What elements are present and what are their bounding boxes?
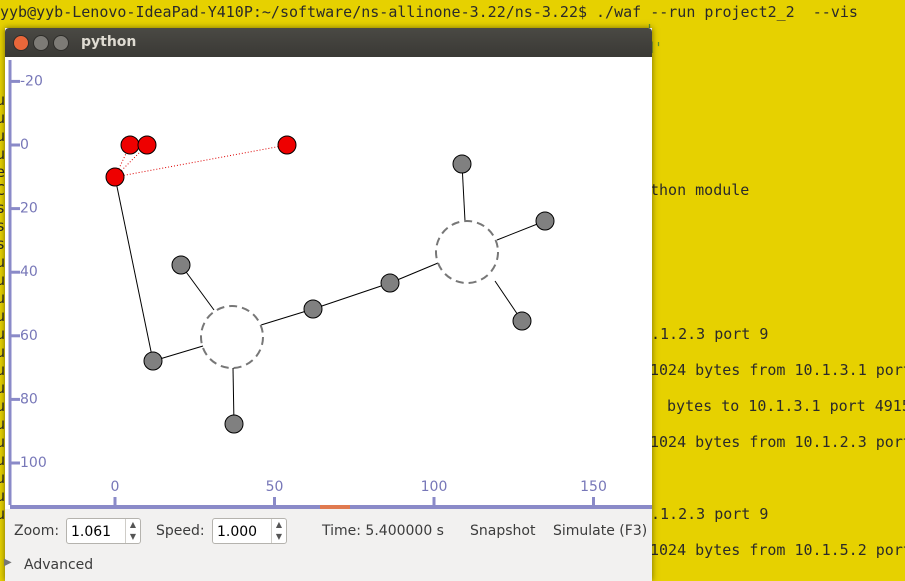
simulate-button[interactable]: Simulate (F3) <box>553 523 648 539</box>
terminal-fragment: u <box>0 433 6 451</box>
advanced-expander[interactable]: Advanced <box>24 557 94 573</box>
terminal-fragment: s <box>0 235 6 253</box>
terminal-command: yyb@yyb-Lenovo-IdeaPad-Y410P:~/software/… <box>0 3 858 21</box>
terminal-fragment: s <box>0 199 6 217</box>
ruler-tick-label: 40 <box>20 264 38 280</box>
ruler-tick-label: 100 <box>421 479 448 495</box>
terminal-fragment: u <box>0 505 6 523</box>
terminal-fragment: 1024 bytes from 10.1.3.1 port <box>650 361 905 379</box>
speed-input[interactable]: 1.000 ▲ ▼ <box>212 518 287 544</box>
title-bar: python <box>5 28 652 57</box>
terminal-fragment: u <box>0 361 6 379</box>
terminal-fragment: s <box>0 217 6 235</box>
terminal-fragment: e <box>0 163 6 181</box>
ruler-tick-label: -20 <box>20 73 43 89</box>
zoom-label: Zoom: <box>14 523 60 539</box>
terminal-fragment: 1024 bytes from 10.1.2.3 port <box>650 433 905 451</box>
zoom-value: 1.061 <box>71 524 112 540</box>
terminal-fragment: u <box>0 109 6 127</box>
links <box>114 144 288 178</box>
terminal-fragment: u <box>0 145 6 163</box>
ruler-tick-label: 80 <box>20 391 38 407</box>
terminal-fragment: C <box>0 181 6 199</box>
terminal-fragment: u <box>0 253 6 271</box>
maximize-button[interactable] <box>53 35 69 51</box>
ruler-tick-label: 100 <box>20 455 47 471</box>
canvas: -20 0 20 40 60 80 100 0 50 100 150 <box>5 57 652 509</box>
terminal-fragment: .1.2.3 port 9 <box>651 325 769 343</box>
spin[interactable]: ▲ ▼ <box>271 519 286 543</box>
spin[interactable]: ▲ ▼ <box>125 519 140 543</box>
terminal-fragment: u <box>0 487 6 505</box>
terminal-fragment: thon module <box>650 181 750 199</box>
terminal-fragment: u <box>0 379 6 397</box>
links <box>114 163 546 425</box>
snapshot-button[interactable]: Snapshot <box>470 523 536 539</box>
nodes-gray <box>143 154 555 434</box>
terminal-fragment: u <box>0 271 6 289</box>
nodes-red <box>105 135 297 187</box>
terminal-fragment: u <box>0 91 6 109</box>
ruler-tick-label: 60 <box>20 328 38 344</box>
expander-arrow[interactable]: ▶ <box>4 557 12 568</box>
terminal-fragment: 1024 bytes from 10.1.5.2 port <box>650 541 905 559</box>
python-window: python <box>4 28 652 581</box>
terminal-fragment: u <box>0 397 6 415</box>
ruler-tick-label: 20 <box>20 201 38 217</box>
window-title: python <box>81 34 137 50</box>
ruler-tick-label: 150 <box>580 479 607 495</box>
minimize-button[interactable] <box>33 35 49 51</box>
speed-label: Speed: <box>156 523 205 539</box>
ruler-tick-label: 0 <box>20 137 29 153</box>
terminal-fragment: u <box>0 127 6 145</box>
terminal-fragment: .1.2.3 port 9 <box>651 505 769 523</box>
terminal-fragment: u <box>0 325 6 343</box>
terminal-fragment: u <box>0 343 6 361</box>
terminal-fragment: u <box>0 415 6 433</box>
ruler-tick-label: 50 <box>266 479 284 495</box>
close-button[interactable] <box>13 35 29 51</box>
time-label: Time: 5.400000 s <box>322 523 444 539</box>
speed-value: 1.000 <box>217 524 258 540</box>
terminal-fragment: u <box>0 469 6 487</box>
terminal-fragment: u <box>0 289 6 307</box>
terminal-fragment: u <box>0 451 6 469</box>
terminal-fragment: u <box>0 307 6 325</box>
csma-channel <box>200 220 499 369</box>
ruler-tick-label: 0 <box>111 479 120 495</box>
terminal-fragment: bytes to 10.1.3.1 port 49153 <box>658 397 905 415</box>
zoom-input[interactable]: 1.061 ▲ ▼ <box>66 518 141 544</box>
